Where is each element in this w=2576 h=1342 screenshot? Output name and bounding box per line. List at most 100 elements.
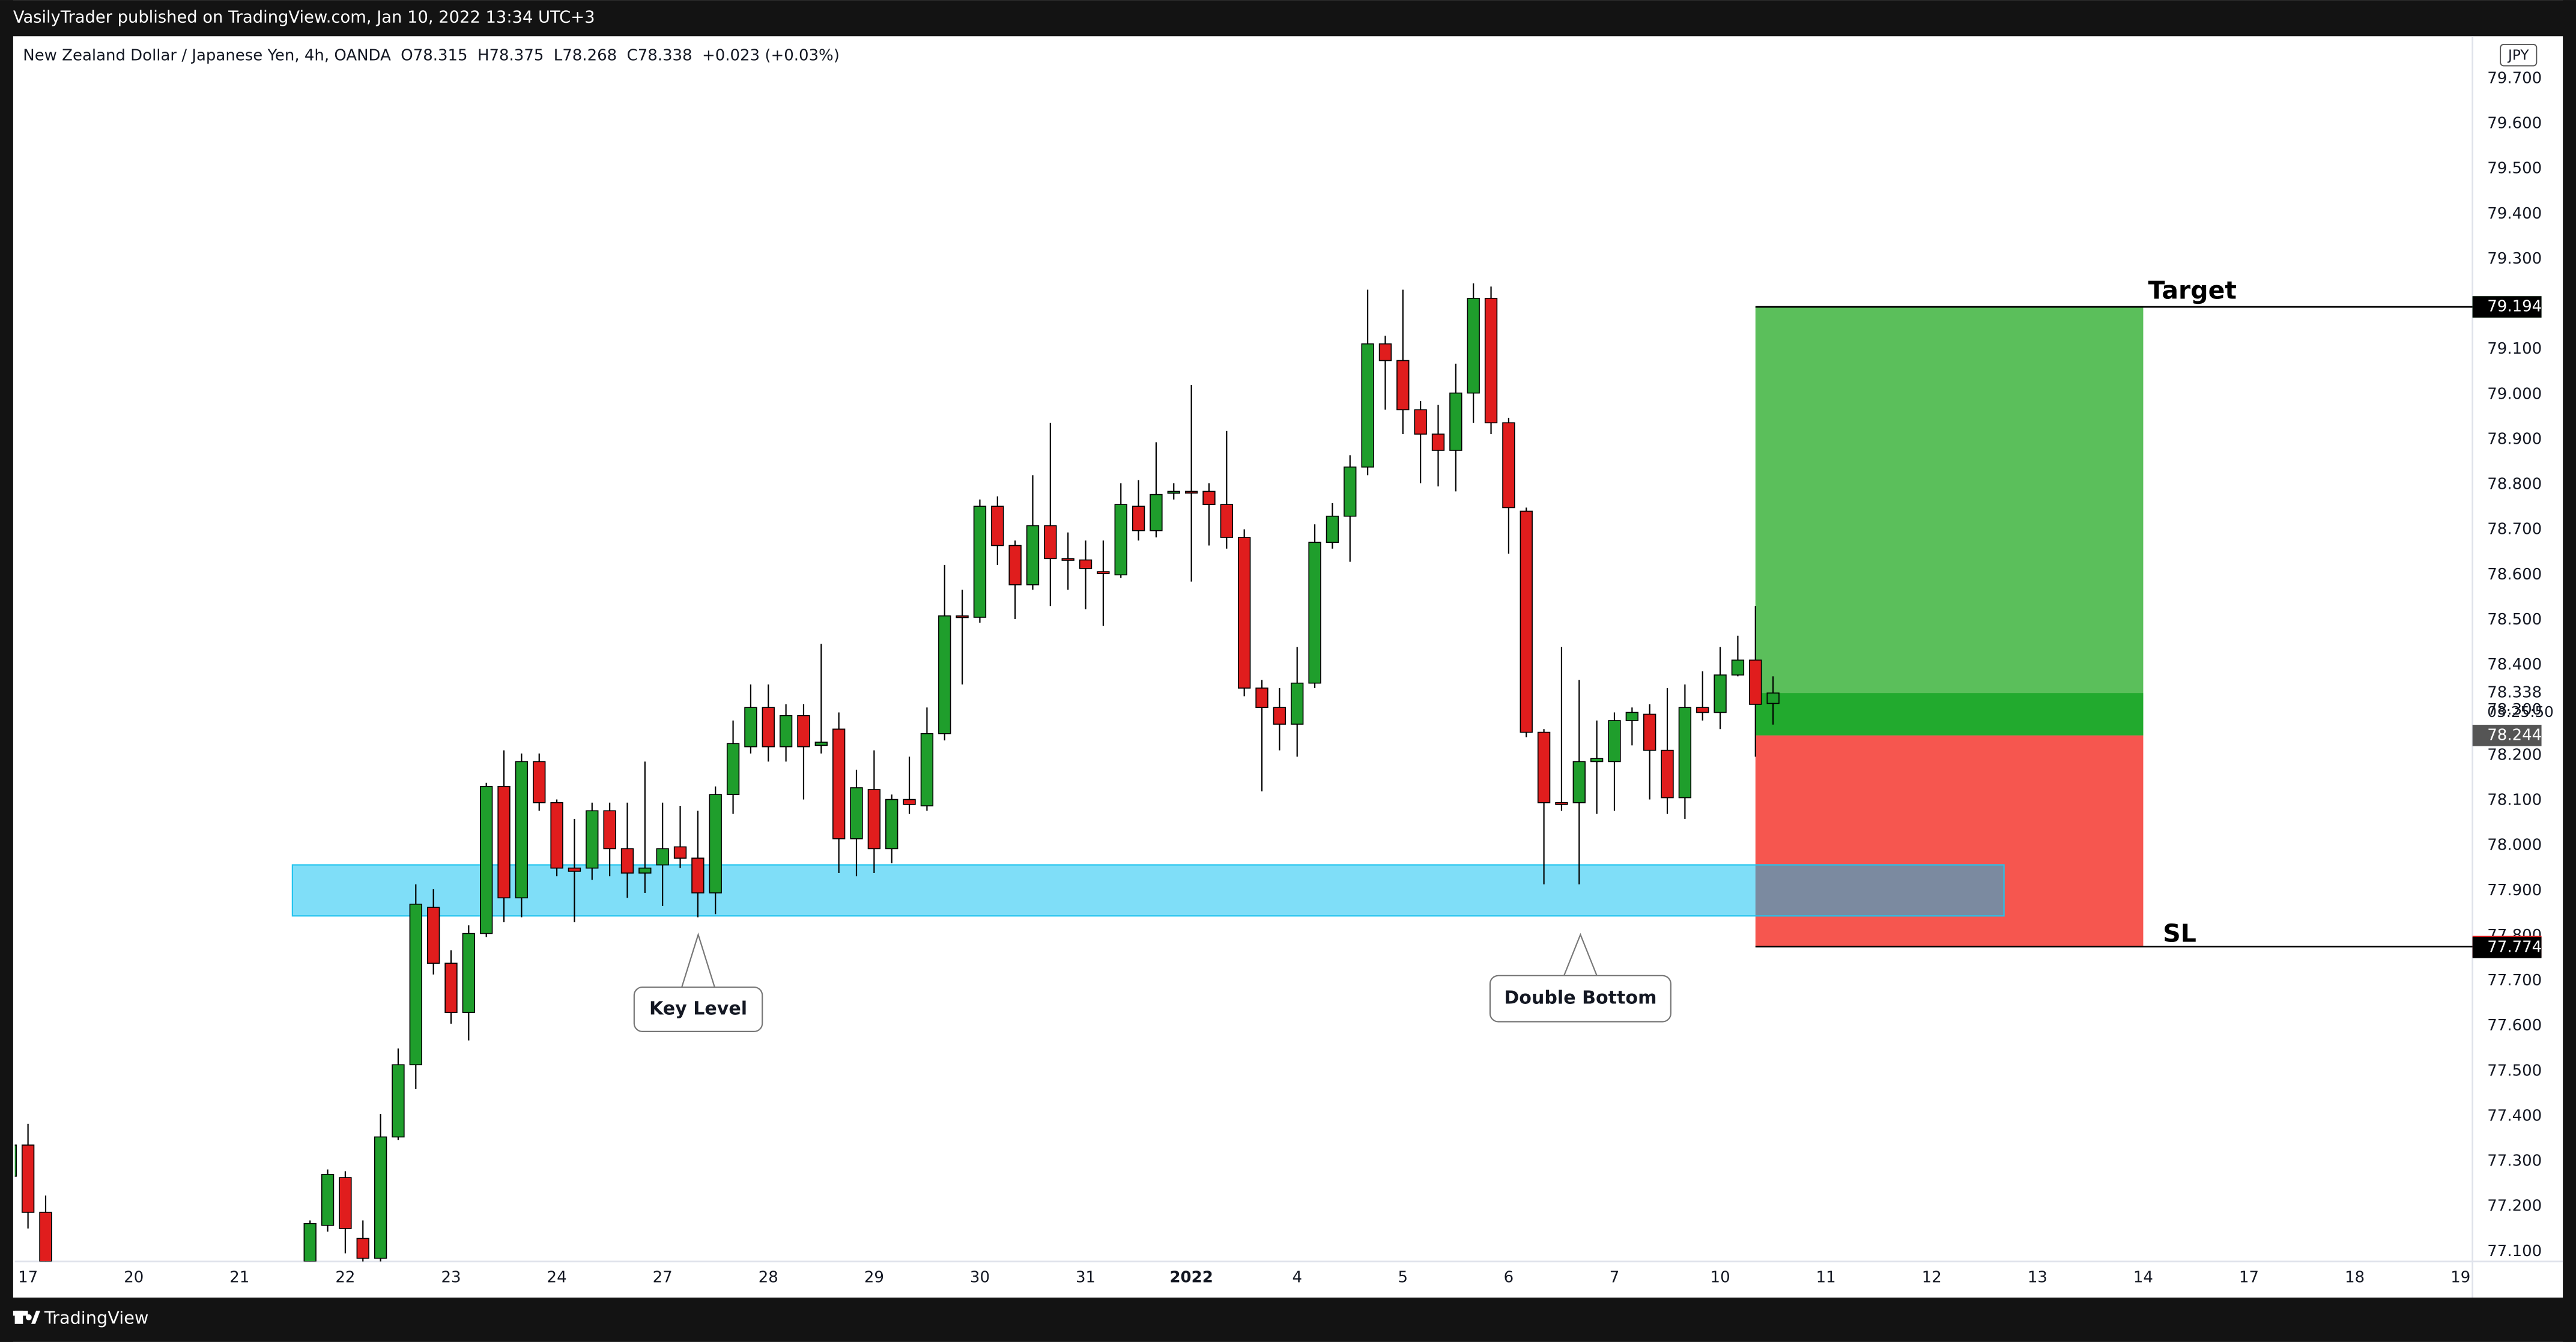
candle-body bbox=[339, 1177, 352, 1229]
ohlc-value: O78.315 bbox=[401, 47, 467, 65]
candle-body bbox=[1590, 758, 1604, 763]
candle-body bbox=[779, 715, 793, 748]
candle-body bbox=[1361, 343, 1374, 468]
candle-body bbox=[533, 761, 546, 803]
y-tick-label: 79.000 bbox=[2487, 385, 2542, 403]
y-tick-label: 79.600 bbox=[2487, 115, 2542, 133]
y-tick-label: 77.300 bbox=[2487, 1152, 2542, 1170]
candle-body bbox=[1396, 360, 1410, 411]
candle-body bbox=[1167, 491, 1180, 494]
candle-body bbox=[1326, 515, 1339, 543]
x-tick-label: 5 bbox=[1398, 1269, 1408, 1287]
candle-body bbox=[1344, 466, 1357, 517]
y-tick-label: 77.700 bbox=[2487, 972, 2542, 990]
candle-body bbox=[762, 707, 775, 748]
callout: Key Level bbox=[633, 932, 763, 1032]
y-tick-label: 77.900 bbox=[2487, 881, 2542, 899]
y-tick-label: 77.200 bbox=[2487, 1197, 2542, 1215]
candle-body bbox=[673, 846, 687, 859]
candle-body bbox=[620, 848, 634, 874]
x-tick-label: 24 bbox=[547, 1269, 567, 1287]
candle-body bbox=[744, 707, 757, 748]
candle-body bbox=[797, 715, 810, 748]
candle-body bbox=[14, 1144, 17, 1177]
plot-area bbox=[14, 283, 2473, 1262]
top-bar bbox=[0, 0, 2576, 37]
x-tick-label: 6 bbox=[1504, 1269, 1514, 1287]
candle-body bbox=[1484, 297, 1498, 423]
callout-pointer bbox=[681, 932, 715, 988]
candle-body bbox=[656, 848, 669, 866]
candle-body bbox=[1678, 707, 1692, 799]
x-tick-label: 7 bbox=[1610, 1269, 1620, 1287]
logo-mark bbox=[25, 1314, 32, 1320]
candle-body bbox=[303, 1223, 317, 1262]
ohlc-value: C78.338 bbox=[627, 47, 692, 65]
candle-body bbox=[1520, 510, 1533, 733]
y-tick-label: 79.300 bbox=[2487, 250, 2542, 268]
target-zone bbox=[1755, 307, 2144, 736]
symbol-title: New Zealand Dollar / Japanese Yen, 4h, O… bbox=[23, 47, 391, 65]
candle-body bbox=[1608, 720, 1621, 763]
x-tick-label: 23 bbox=[441, 1269, 461, 1287]
candle-body bbox=[832, 728, 846, 839]
candle-body bbox=[1255, 688, 1268, 709]
y-tick-label: 79.100 bbox=[2487, 340, 2542, 358]
logo-mark bbox=[13, 1310, 28, 1316]
bottom-bar bbox=[0, 1298, 2576, 1342]
stop-label: SL bbox=[2163, 919, 2196, 948]
y-tick-label: 79.500 bbox=[2487, 160, 2542, 178]
candle-body bbox=[1449, 392, 1462, 451]
callout-pointer bbox=[1563, 932, 1598, 976]
callout-text: Key Level bbox=[649, 998, 747, 1019]
candle-body bbox=[1731, 659, 1745, 676]
candle-body bbox=[444, 963, 458, 1013]
candle-body bbox=[709, 794, 722, 893]
x-tick-label: 17 bbox=[2239, 1269, 2259, 1287]
y-tick-label: 79.700 bbox=[2487, 69, 2542, 87]
x-tick-label: 28 bbox=[759, 1269, 778, 1287]
candle-body bbox=[39, 1212, 52, 1262]
candle-body bbox=[1431, 434, 1445, 451]
candle-body bbox=[1097, 571, 1110, 574]
candle-body bbox=[1661, 749, 1674, 799]
candle-body bbox=[850, 787, 863, 839]
y-tick-label: 78.000 bbox=[2487, 836, 2542, 854]
callout-box bbox=[1489, 975, 1671, 1023]
y-tick-label: 77.100 bbox=[2487, 1242, 2542, 1260]
candle-body bbox=[1238, 537, 1251, 689]
candle-body bbox=[1114, 504, 1127, 576]
logo-mark bbox=[31, 1310, 41, 1324]
candle-body bbox=[550, 802, 563, 869]
x-tick-label: 4 bbox=[1292, 1269, 1302, 1287]
x-tick-label: 10 bbox=[1711, 1269, 1730, 1287]
candle-body bbox=[726, 743, 740, 796]
countdown: 03:25:50 bbox=[2487, 703, 2554, 721]
candle-body bbox=[1008, 545, 1022, 585]
candle-body bbox=[603, 810, 616, 850]
y-tick-label: 78.400 bbox=[2487, 656, 2542, 674]
target-label: Target bbox=[2148, 276, 2237, 304]
price-label: 77.774 bbox=[2487, 938, 2542, 956]
candle-body bbox=[885, 799, 899, 850]
candle-body bbox=[1308, 542, 1321, 684]
candle-body bbox=[409, 903, 422, 1066]
candle-body bbox=[1061, 558, 1074, 561]
key-level-zone bbox=[291, 864, 2005, 917]
candle-body bbox=[1044, 525, 1057, 560]
candle-body bbox=[1150, 494, 1163, 531]
y-tick-label: 78.300 bbox=[2487, 701, 2542, 719]
y-tick-label: 78.100 bbox=[2487, 791, 2542, 809]
callout: Double Bottom bbox=[1489, 932, 1671, 1023]
x-tick-label: 30 bbox=[970, 1269, 990, 1287]
price-label-box bbox=[2472, 937, 2542, 958]
candle-body bbox=[1749, 659, 1762, 705]
candle-body bbox=[586, 810, 599, 869]
candle-body bbox=[568, 867, 581, 872]
callout-text: Double Bottom bbox=[1504, 988, 1656, 1009]
candle-body bbox=[1502, 422, 1515, 509]
x-tick-label: 17 bbox=[18, 1269, 38, 1287]
candle-body bbox=[374, 1136, 387, 1259]
